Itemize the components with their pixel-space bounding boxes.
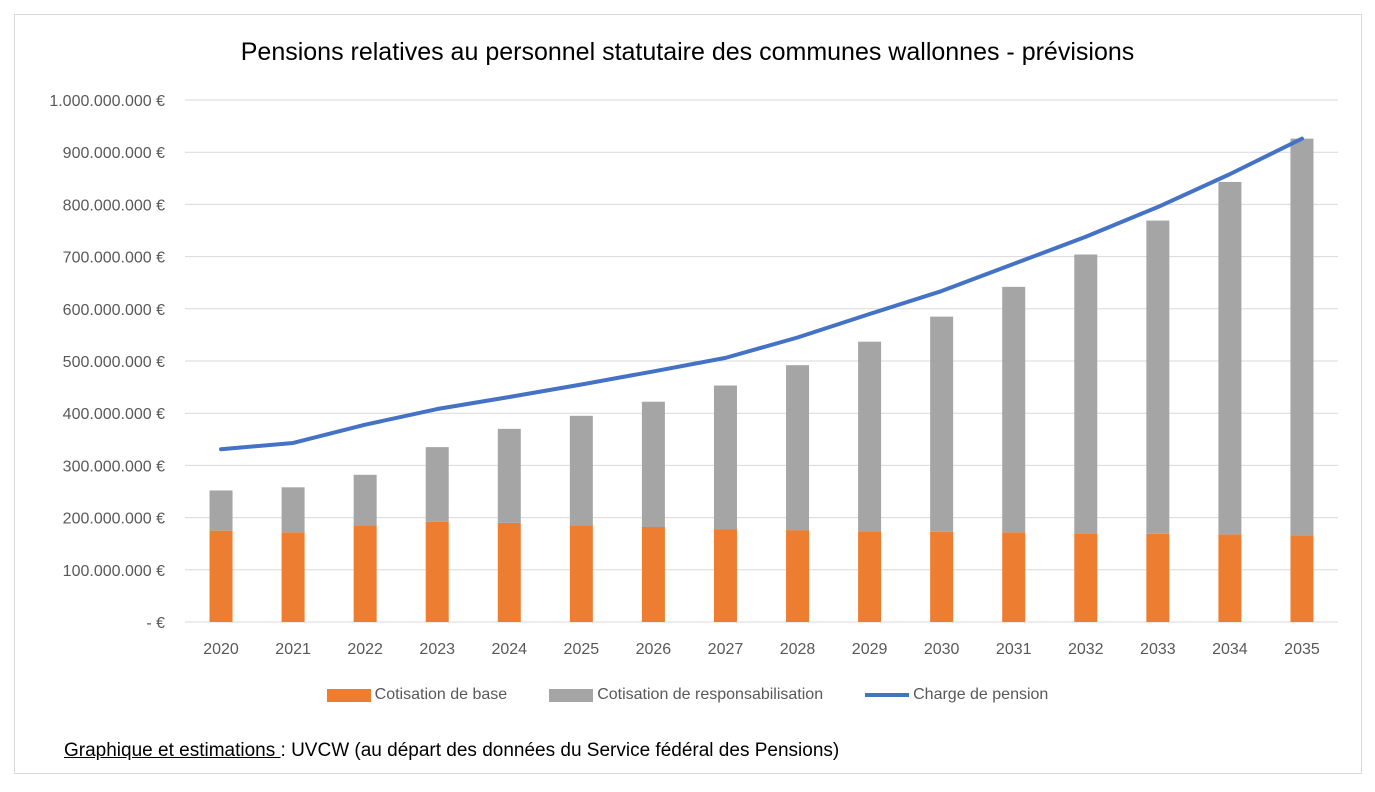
bar-cotisation-base bbox=[930, 531, 954, 622]
bar-cotisation-responsabilisation bbox=[1218, 181, 1242, 535]
y-tick-label: 400.000.000 € bbox=[63, 406, 165, 423]
bar-cotisation-responsabilisation bbox=[209, 490, 233, 531]
chart-frame bbox=[14, 14, 1362, 774]
bar-cotisation-responsabilisation bbox=[1290, 138, 1314, 536]
y-tick-label: 700.000.000 € bbox=[63, 250, 165, 267]
y-tick-label: 900.000.000 € bbox=[63, 145, 165, 162]
x-tick-label: 2027 bbox=[708, 641, 744, 658]
bar-cotisation-base bbox=[1002, 532, 1026, 622]
x-tick-label: 2023 bbox=[419, 641, 455, 658]
y-tick-label: 100.000.000 € bbox=[63, 563, 165, 580]
bar-cotisation-base bbox=[1290, 535, 1314, 622]
bar-cotisation-responsabilisation bbox=[930, 316, 954, 532]
x-tick-label: 2032 bbox=[1068, 641, 1104, 658]
x-tick-label: 2020 bbox=[203, 641, 239, 658]
y-tick-label: 1.000.000.000 € bbox=[49, 93, 165, 110]
bar-cotisation-responsabilisation bbox=[497, 428, 521, 523]
bar-cotisation-responsabilisation bbox=[641, 401, 665, 527]
source-text: : UVCW (au départ des données du Service… bbox=[280, 740, 840, 761]
y-tick-label: - € bbox=[146, 615, 165, 632]
line-charge-de-pension bbox=[219, 136, 1304, 452]
bar-cotisation-base bbox=[1146, 533, 1170, 622]
legend-swatch-charge bbox=[865, 693, 910, 697]
legend-label-charge: Charge de pension bbox=[913, 686, 1049, 703]
y-tick-label: 800.000.000 € bbox=[63, 197, 165, 214]
bar-cotisation-responsabilisation bbox=[1146, 220, 1170, 534]
x-tick-label: 2035 bbox=[1284, 641, 1320, 658]
bar-cotisation-base bbox=[713, 529, 737, 622]
x-tick-label: 2034 bbox=[1212, 641, 1248, 658]
legend-label-responsabilisation: Cotisation de responsabilisation bbox=[597, 686, 824, 703]
legend-item-charge: Charge de pension bbox=[865, 686, 1048, 704]
x-tick-label: 2030 bbox=[924, 641, 960, 658]
source-label: Graphique et estimations bbox=[64, 740, 281, 761]
bar-cotisation-responsabilisation bbox=[569, 415, 593, 526]
y-tick-label: 500.000.000 € bbox=[63, 354, 165, 371]
bar-cotisation-responsabilisation bbox=[713, 385, 737, 530]
legend-label-base: Cotisation de base bbox=[374, 686, 508, 703]
legend-swatch-base bbox=[326, 688, 371, 702]
bar-cotisation-base bbox=[569, 525, 593, 622]
y-tick-label: 200.000.000 € bbox=[63, 511, 165, 528]
x-tick-label: 2021 bbox=[275, 641, 311, 658]
x-tick-label: 2024 bbox=[491, 641, 527, 658]
x-tick-label: 2033 bbox=[1140, 641, 1176, 658]
bar-cotisation-responsabilisation bbox=[1074, 254, 1098, 534]
x-tick-label: 2025 bbox=[564, 641, 600, 658]
bar-cotisation-base bbox=[1218, 534, 1242, 622]
bar-cotisation-base bbox=[786, 530, 810, 622]
bar-cotisation-responsabilisation bbox=[425, 447, 449, 522]
legend-item-base: Cotisation de base bbox=[326, 686, 508, 704]
chart-title: Pensions relatives au personnel statutai… bbox=[240, 38, 1135, 66]
y-tick-label: 300.000.000 € bbox=[63, 458, 165, 475]
bar-cotisation-responsabilisation bbox=[1002, 286, 1026, 533]
y-tick-label: 600.000.000 € bbox=[63, 302, 165, 319]
x-tick-label: 2029 bbox=[852, 641, 888, 658]
bar-cotisation-base bbox=[281, 532, 305, 622]
bar-cotisation-base bbox=[209, 530, 233, 622]
x-tick-label: 2022 bbox=[347, 641, 383, 658]
x-tick-label: 2031 bbox=[996, 641, 1032, 658]
bar-cotisation-responsabilisation bbox=[353, 474, 377, 526]
x-tick-label: 2026 bbox=[636, 641, 672, 658]
bar-cotisation-base bbox=[1074, 533, 1098, 622]
bar-cotisation-base bbox=[497, 522, 521, 622]
bar-cotisation-responsabilisation bbox=[786, 365, 810, 531]
bar-cotisation-base bbox=[858, 531, 882, 622]
bar-cotisation-responsabilisation bbox=[281, 487, 305, 533]
legend-item-responsabilisation: Cotisation de responsabilisation bbox=[549, 686, 823, 704]
chart-legend: Cotisation de base Cotisation de respons… bbox=[0, 686, 1375, 704]
x-tick-label: 2028 bbox=[780, 641, 816, 658]
source-note: Graphique et estimations : UVCW (au dépa… bbox=[64, 740, 839, 762]
bar-cotisation-base bbox=[353, 525, 377, 622]
bar-cotisation-responsabilisation bbox=[858, 341, 882, 532]
bar-cotisation-base bbox=[641, 526, 665, 622]
legend-swatch-responsabilisation bbox=[549, 688, 594, 702]
bar-cotisation-base bbox=[425, 521, 449, 622]
